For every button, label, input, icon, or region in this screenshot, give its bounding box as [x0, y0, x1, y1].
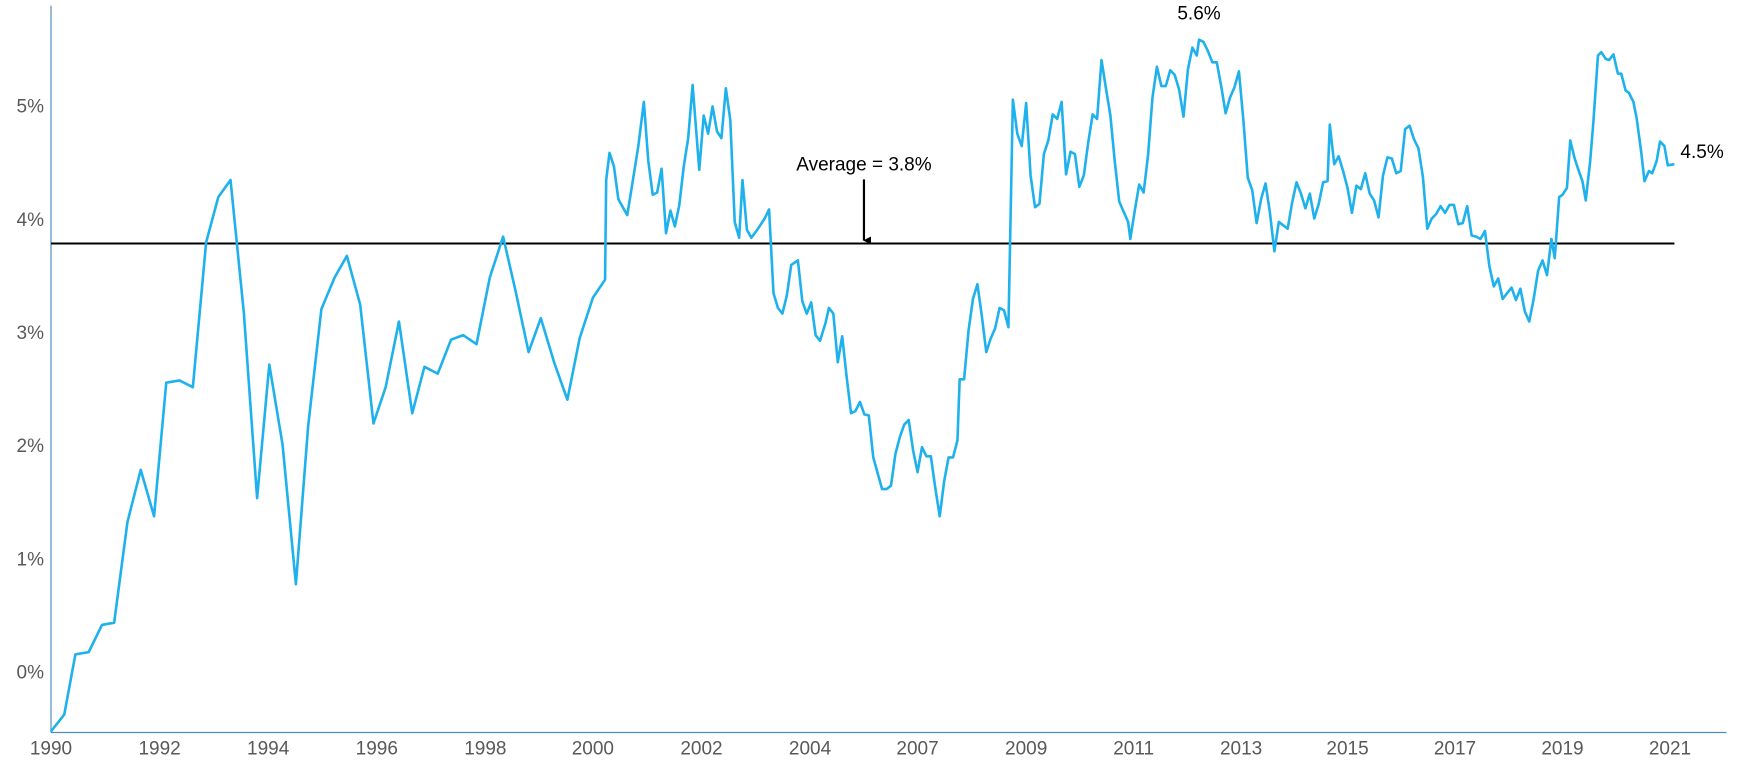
y-tick-label: 2%: [17, 436, 45, 457]
x-tick-label: 2000: [572, 739, 614, 760]
y-tick-label: 4%: [17, 210, 45, 231]
x-tick-label: 2017: [1434, 739, 1476, 760]
x-tick-label: 1998: [464, 739, 506, 760]
data-line: [49, 38, 1675, 733]
x-tick-label: 2011: [1113, 739, 1154, 760]
x-tick-label: 2007: [896, 739, 938, 760]
x-tick-label: 2013: [1220, 739, 1262, 760]
x-tick-label: 1990: [30, 739, 72, 760]
x-tick-label: 2004: [789, 739, 832, 760]
x-tick-label: 1996: [356, 739, 398, 760]
y-tick-label: 3%: [17, 323, 45, 344]
point-label: 4.5%: [1680, 142, 1723, 163]
x-tick-label: 2015: [1326, 739, 1368, 760]
x-tick-label: 2002: [680, 739, 722, 760]
y-tick-label: 0%: [17, 663, 45, 684]
y-tick-label: 5%: [17, 97, 45, 118]
point-label: 5.6%: [1177, 4, 1220, 25]
x-tick-label: 2009: [1005, 739, 1047, 760]
average-label: Average = 3.8%: [796, 154, 931, 175]
x-tick-label: 1994: [247, 739, 290, 760]
x-tick-label: 2019: [1541, 739, 1583, 760]
y-tick-label: 1%: [17, 549, 45, 570]
x-tick-label: 2021: [1649, 739, 1691, 760]
x-tick-label: 1992: [138, 739, 180, 760]
